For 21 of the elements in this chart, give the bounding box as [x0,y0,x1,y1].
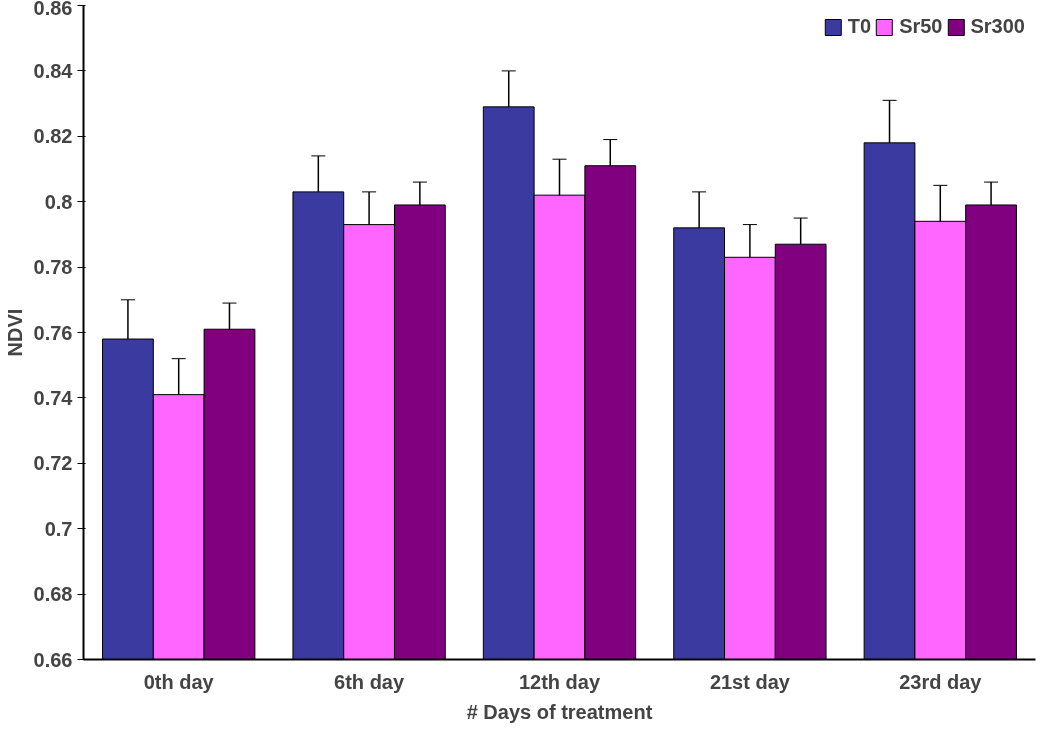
x-axis-title: # Days of treatment [466,700,653,723]
y-axis-title: NDVI [3,308,26,357]
legend-label: T0 [847,15,872,38]
x-tick-label: 0th day [143,670,215,693]
y-tick-label: 0.7 [44,517,73,540]
y-tick-label: 0.66 [33,648,73,671]
y-tick-label: 0.8 [44,190,73,213]
y-tick-label: 0.86 [33,0,73,19]
x-tick-label: 23rd day [899,670,983,693]
y-tick-label: 0.72 [33,452,73,475]
y-tick-label: 0.82 [33,125,73,148]
x-tick-label: 12th day [518,670,601,693]
y-tick-label: 0.76 [33,321,73,344]
y-tick-label: 0.74 [33,386,74,409]
x-tick-label: 6th day [334,670,405,693]
legend-label: Sr50 [899,15,943,38]
x-tick-label: 21st day [709,670,791,693]
y-tick-label: 0.68 [33,583,73,606]
legend-label: Sr300 [970,15,1025,38]
y-tick-label: 0.84 [33,59,74,82]
y-tick-label: 0.78 [33,256,73,279]
